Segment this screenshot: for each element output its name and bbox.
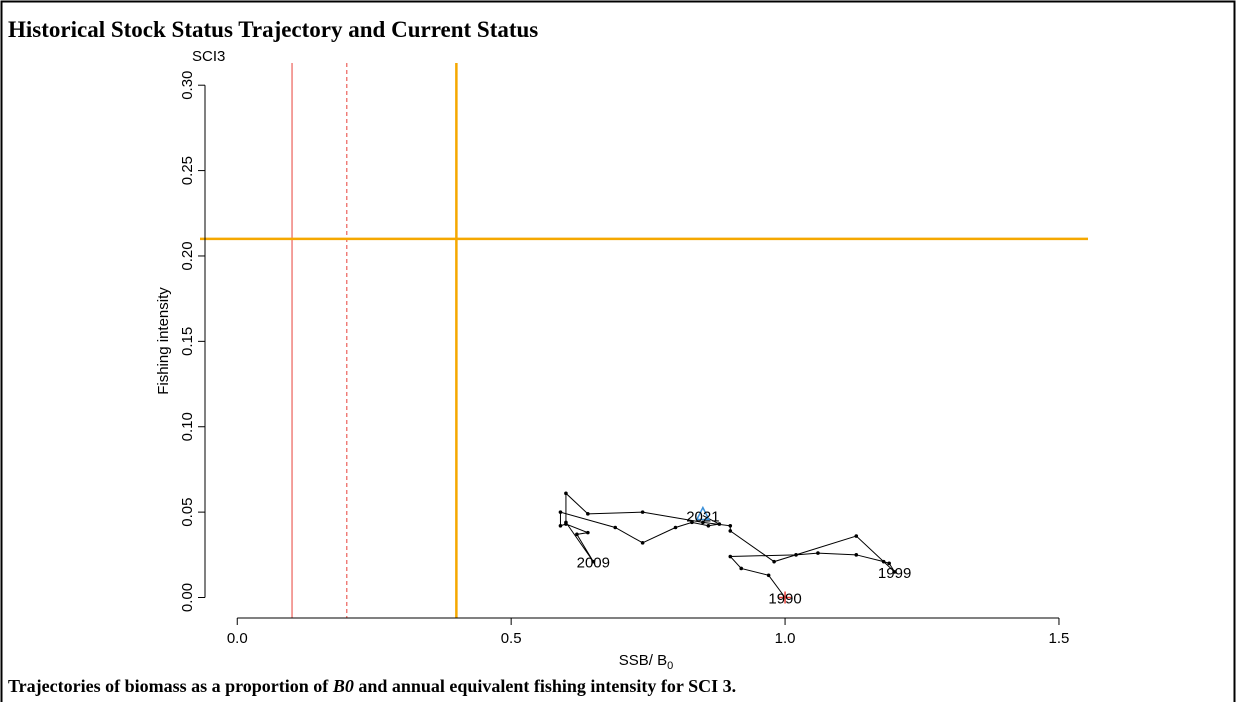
- x-axis-title: SSB/ B0: [619, 652, 673, 672]
- trajectory-point: [558, 510, 563, 514]
- trajectory-point: [701, 520, 705, 525]
- x-tick-label: 0.0: [227, 630, 248, 647]
- trajectory-line: [559, 492, 896, 598]
- trajectory-point: [728, 554, 733, 559]
- trajectory-point: [816, 551, 820, 555]
- trajectory-point: [854, 553, 859, 557]
- trajectory-point: [591, 559, 596, 564]
- trajectory-point: [690, 520, 694, 525]
- caption-text: Trajectories of biomass as a proportion …: [8, 676, 333, 696]
- caption: Trajectories of biomass as a proportion …: [8, 676, 736, 696]
- year-label: 2021: [686, 509, 719, 526]
- year-label: 1990: [768, 590, 801, 607]
- trajectory-point: [558, 523, 563, 528]
- end-marker: [695, 505, 711, 521]
- title: Historical Stock Status Trajectory and C…: [8, 17, 538, 42]
- trajectory-point: [673, 525, 678, 530]
- x-axis-title-sub: 0: [667, 660, 673, 672]
- x-tick-label: 0.5: [501, 630, 522, 647]
- trajectory-point: [717, 522, 722, 526]
- year-label: 2009: [577, 555, 610, 572]
- trajectory-point: [586, 530, 590, 535]
- trajectory-point: [854, 534, 859, 538]
- trajectory-point: [794, 553, 798, 557]
- caption-text: and annual equivalent fishing intensity …: [354, 676, 736, 696]
- x-tick-label: 1.5: [1049, 630, 1070, 647]
- trajectory-point: [640, 510, 645, 514]
- trajectory-point: [881, 559, 886, 564]
- trajectory-point: [586, 512, 590, 516]
- x-tick-label: 1.0: [775, 630, 796, 647]
- year-label: 1999: [878, 565, 911, 582]
- y-tick-label: 0.10: [179, 412, 196, 441]
- panel-label: SCI3: [192, 48, 225, 65]
- trajectory-point: [640, 541, 645, 545]
- trajectory-point: [728, 523, 733, 528]
- y-tick-label: 0.25: [179, 156, 196, 185]
- y-tick-label: 0.30: [179, 71, 196, 100]
- y-tick-label: 0.15: [179, 327, 196, 356]
- trajectory-point: [613, 525, 618, 530]
- trajectory-point: [887, 561, 891, 566]
- trajectory-point: [575, 532, 579, 537]
- y-tick-label: 0.05: [179, 498, 196, 527]
- trajectory-point: [892, 570, 897, 574]
- trajectory-point: [766, 573, 771, 578]
- trajectory-point: [739, 566, 744, 571]
- start-marker: [779, 591, 792, 604]
- caption-symbol: B0: [332, 676, 354, 696]
- y-tick-label: 0.00: [179, 583, 196, 612]
- trajectory-point: [706, 523, 711, 528]
- y-axis-title: Fishing intensity: [155, 287, 172, 395]
- trajectory-point: [772, 559, 776, 564]
- y-tick-label: 0.20: [179, 241, 196, 270]
- x-axis-title-main: SSB/ B: [619, 652, 667, 669]
- trajectory-point: [728, 529, 733, 533]
- trajectory-point: [564, 522, 568, 526]
- trajectory-point: [564, 491, 568, 496]
